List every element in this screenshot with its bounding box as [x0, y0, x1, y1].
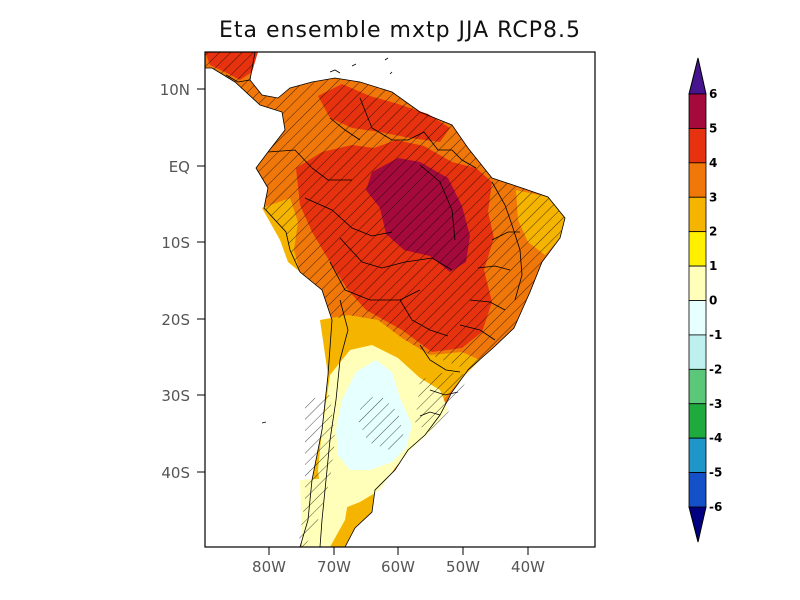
colorbar-bin: [688, 300, 707, 336]
colorbar: 6 5 4 3 2 1 0 -1 -2 -3 -4 -5 -6: [688, 57, 722, 543]
colorbar-bin: [688, 334, 707, 370]
lon-label-40w: 40W: [511, 558, 545, 576]
hatch-central-cyan: [358, 395, 404, 450]
hatch-north: [205, 52, 565, 370]
lat-label-10s: 10S: [161, 234, 190, 252]
colorbar-label: 6: [709, 87, 717, 101]
colorbar-label: 5: [709, 121, 717, 135]
lon-axis: 80W 70W 60W 50W 40W: [252, 547, 545, 576]
colorbar-bin: [688, 265, 707, 301]
lat-label-40s: 40S: [161, 464, 190, 482]
colorbar-under-arrow: [688, 506, 707, 543]
map-frame: [204, 51, 596, 548]
lat-axis: 10N EQ 10S 20S 30S 40S: [160, 81, 205, 482]
colorbar-label: -1: [709, 328, 722, 342]
lon-label-80w: 80W: [252, 558, 286, 576]
colorbar-bin: [688, 93, 707, 129]
colorbar-label: -6: [709, 500, 722, 514]
colorbar-label: 2: [709, 225, 717, 239]
map-area: [205, 52, 566, 547]
colorbar-label: 0: [709, 294, 717, 308]
lat-label-10n: 10N: [160, 81, 190, 99]
colorbar-bins: [688, 93, 707, 508]
lon-label-70w: 70W: [317, 558, 351, 576]
lon-label-60w: 60W: [381, 558, 415, 576]
country-boundaries: [205, 52, 566, 547]
colorbar-bin: [688, 196, 707, 233]
lat-label-20s: 20S: [161, 311, 190, 329]
colorbar-label: -4: [709, 431, 722, 445]
map-title: Eta ensemble mxtp JJA RCP8.5: [219, 18, 581, 43]
colorbar-labels: 6 5 4 3 2 1 0 -1 -2 -3 -4 -5 -6: [709, 87, 722, 514]
colorbar-bin: [688, 403, 707, 439]
hatch-south-andes: [298, 395, 335, 547]
colorbar-over-arrow: [688, 57, 707, 95]
colorbar-label: 4: [709, 156, 717, 170]
colorbar-bin: [688, 162, 707, 198]
lat-label-30s: 30S: [161, 387, 190, 405]
colorbar-bin: [688, 231, 707, 267]
lat-label-eq: EQ: [169, 158, 190, 176]
colorbar-label: -5: [709, 466, 722, 480]
colorbar-bin: [688, 128, 707, 164]
islands: [261, 52, 441, 424]
colorbar-bin: [688, 472, 707, 508]
colorbar-bin: [688, 368, 707, 405]
colorbar-bin: [688, 437, 707, 473]
hatch-southeast: [415, 372, 470, 432]
colorbar-label: 1: [709, 259, 717, 273]
lon-label-50w: 50W: [446, 558, 480, 576]
colorbar-label: -2: [709, 362, 722, 376]
colorbar-label: 3: [709, 190, 717, 204]
colorbar-label: -3: [709, 397, 722, 411]
